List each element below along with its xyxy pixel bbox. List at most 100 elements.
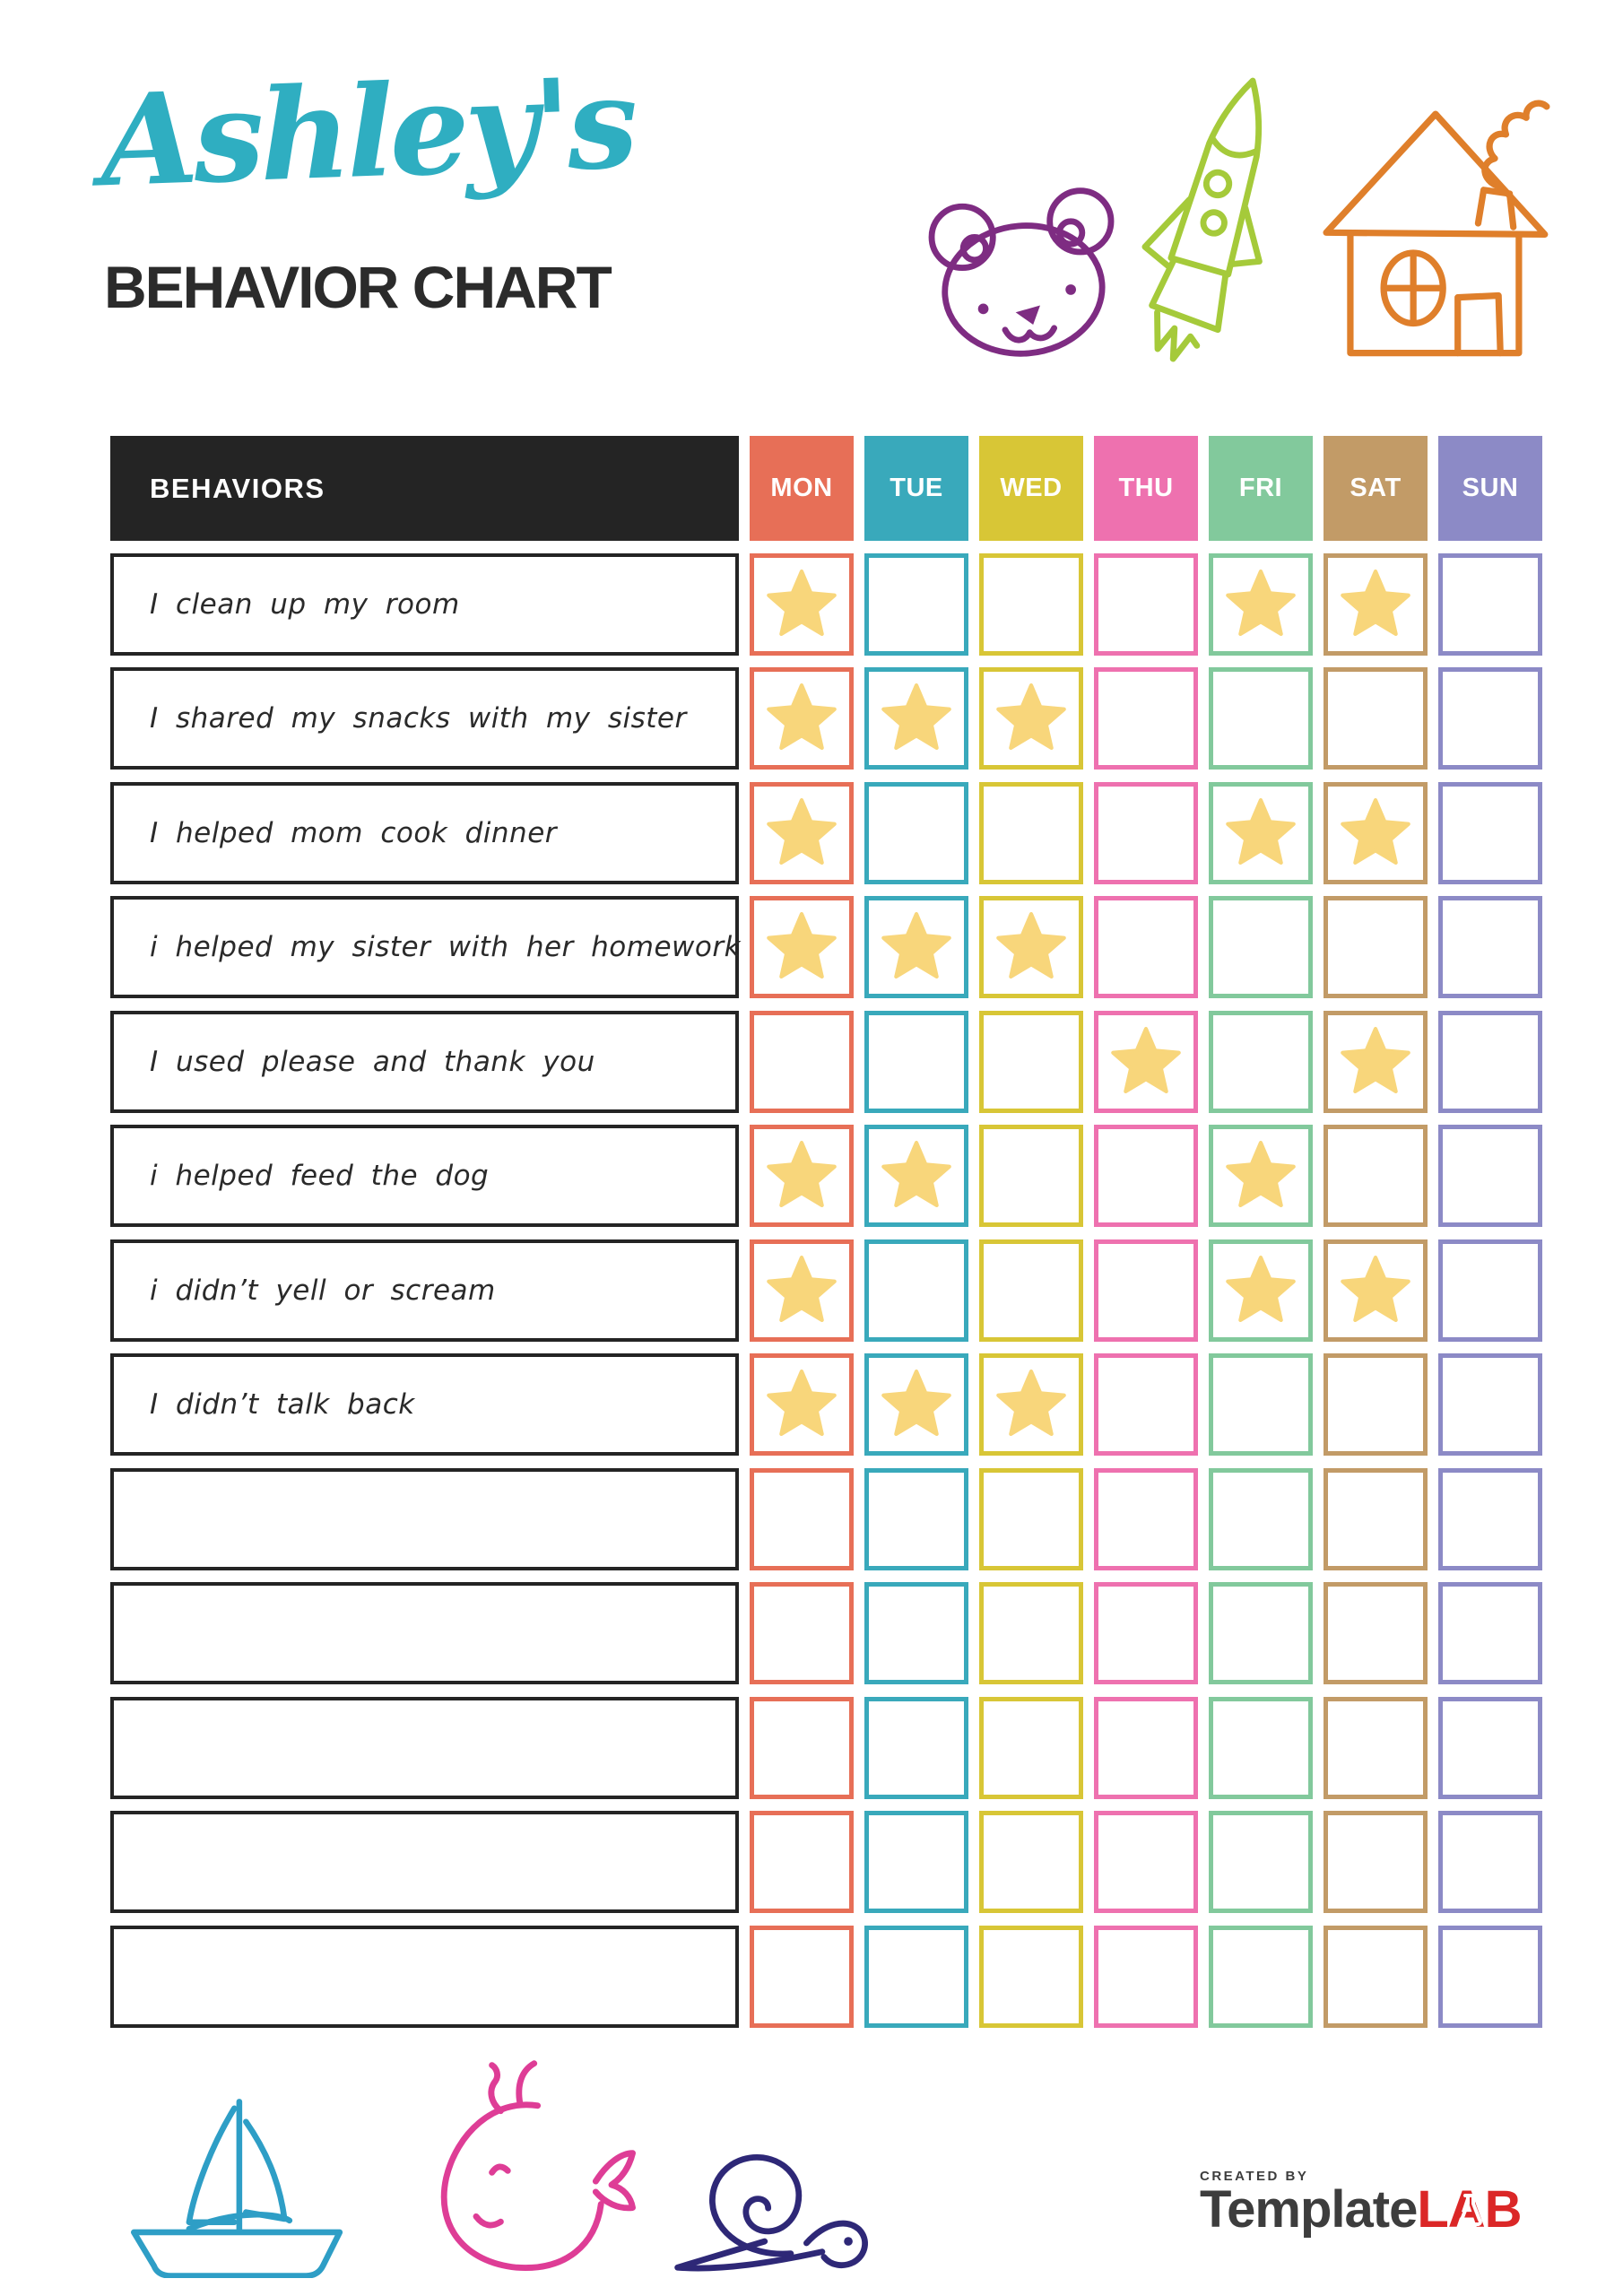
cell-row13-mon <box>750 1925 854 2028</box>
behavior-row-1-label-cell: I clean up my room <box>110 552 739 656</box>
star-icon <box>881 1140 951 1208</box>
cell-row7-thu <box>1094 1239 1198 1342</box>
star-icon <box>767 683 837 751</box>
behavior-row-8-label-cell: I didn’t talk back <box>110 1353 739 1456</box>
cell-row5-tue <box>864 1010 968 1113</box>
cell-row10-fri <box>1209 1582 1313 1684</box>
cell-row4-sun <box>1438 896 1542 998</box>
behavior-row-3-label-cell: I helped mom cook dinner <box>110 781 739 884</box>
rocket-icon <box>1141 77 1263 362</box>
day-header-label: MON <box>770 474 833 502</box>
cell-row12-sun <box>1438 1811 1542 1913</box>
cell-row11-tue <box>864 1696 968 1799</box>
star-icon <box>767 1369 837 1437</box>
cell-row2-mon <box>750 667 854 770</box>
day-header-wed: WED <box>979 436 1083 541</box>
day-header-label: SAT <box>1350 474 1402 502</box>
cell-row3-sat <box>1324 781 1428 884</box>
cell-row3-thu <box>1094 781 1198 884</box>
behavior-label: I didn’t talk back <box>150 1388 415 1421</box>
cell-row7-mon <box>750 1239 854 1342</box>
star-icon <box>1341 1255 1410 1322</box>
cell-row9-mon <box>750 1467 854 1570</box>
cell-row3-tue <box>864 781 968 884</box>
star-icon <box>1226 797 1296 865</box>
cell-row3-fri <box>1209 781 1313 884</box>
cell-row8-wed <box>979 1353 1083 1456</box>
day-header-tue: TUE <box>864 436 968 541</box>
cell-row8-sun <box>1438 1353 1542 1456</box>
behavior-row-7-label-cell: i didn’t yell or scream <box>110 1239 739 1342</box>
cell-row1-sun <box>1438 552 1542 656</box>
day-header-mon: MON <box>750 436 854 541</box>
cell-row12-mon <box>750 1811 854 1913</box>
behavior-label: I used please and thank you <box>150 1045 595 1078</box>
behaviors-header-cell: BEHAVIORS <box>110 436 739 541</box>
cell-row11-sun <box>1438 1696 1542 1799</box>
created-by-label: CREATED BY <box>1200 2169 1309 2184</box>
cell-row7-tue <box>864 1239 968 1342</box>
brand-logo: TemplateLAB <box>1200 2184 1523 2236</box>
star-icon <box>881 683 951 751</box>
house-icon <box>1323 100 1550 357</box>
cell-row12-sat <box>1324 1811 1428 1913</box>
behavior-row-6-label-cell: i helped feed the dog <box>110 1125 739 1227</box>
behavior-row-5-label-cell: I used please and thank you <box>110 1010 739 1113</box>
star-icon <box>767 797 837 865</box>
page-title: BEHAVIOR CHART <box>104 254 612 320</box>
cell-row4-mon <box>750 896 854 998</box>
cell-row1-tue <box>864 552 968 656</box>
cell-row8-tue <box>864 1353 968 1456</box>
star-icon <box>1226 1140 1296 1208</box>
cell-row8-mon <box>750 1353 854 1456</box>
cell-row7-sat <box>1324 1239 1428 1342</box>
day-header-thu: THU <box>1094 436 1198 541</box>
cell-row11-mon <box>750 1696 854 1799</box>
snail-icon <box>674 2154 868 2272</box>
star-icon <box>881 1369 951 1437</box>
cell-row13-fri <box>1209 1925 1313 2028</box>
behavior-row-10-label-cell <box>110 1582 739 1684</box>
day-header-fri: FRI <box>1209 436 1313 541</box>
cell-row9-thu <box>1094 1467 1198 1570</box>
day-header-sun: SUN <box>1438 436 1542 541</box>
behavior-chart-grid: BEHAVIORS MON TUE WED THU FRI SAT SUN I clean u… <box>110 436 1542 2028</box>
star-icon <box>1226 569 1296 636</box>
cell-row1-wed <box>979 552 1083 656</box>
cell-row5-sat <box>1324 1010 1428 1113</box>
cell-row6-sun <box>1438 1125 1542 1227</box>
cell-row8-thu <box>1094 1353 1198 1456</box>
sailboat-icon <box>131 2099 343 2278</box>
cell-row3-sun <box>1438 781 1542 884</box>
cell-row6-mon <box>750 1125 854 1227</box>
cell-row9-wed <box>979 1467 1083 1570</box>
cell-row8-fri <box>1209 1353 1313 1456</box>
cell-row4-fri <box>1209 896 1313 998</box>
cell-row11-sat <box>1324 1696 1428 1799</box>
behavior-row-9-label-cell <box>110 1467 739 1570</box>
cell-row3-mon <box>750 781 854 884</box>
cell-row1-thu <box>1094 552 1198 656</box>
cell-row11-wed <box>979 1696 1083 1799</box>
cell-row13-tue <box>864 1925 968 2028</box>
whale-icon <box>440 2060 636 2271</box>
cell-row2-wed <box>979 667 1083 770</box>
day-header-label: FRI <box>1238 474 1283 502</box>
brand-accent: LAB <box>1417 2180 1522 2239</box>
cell-row9-sat <box>1324 1467 1428 1570</box>
bear-icon <box>928 187 1115 357</box>
star-icon <box>996 911 1066 979</box>
behavior-row-11-label-cell <box>110 1696 739 1799</box>
flask-icon <box>1459 2194 1483 2227</box>
cell-row2-fri <box>1209 667 1313 770</box>
footer-brand: CREATED BY TemplateLAB <box>1200 2169 1523 2236</box>
brand-primary: Template <box>1200 2180 1418 2239</box>
cell-row10-mon <box>750 1582 854 1684</box>
cell-row5-wed <box>979 1010 1083 1113</box>
star-icon <box>1341 1026 1410 1093</box>
cell-row9-tue <box>864 1467 968 1570</box>
behavior-row-12-label-cell <box>110 1811 739 1913</box>
cell-row4-wed <box>979 896 1083 998</box>
cell-row11-fri <box>1209 1696 1313 1799</box>
behavior-row-4-label-cell: i helped my sister with her homework <box>110 896 741 998</box>
